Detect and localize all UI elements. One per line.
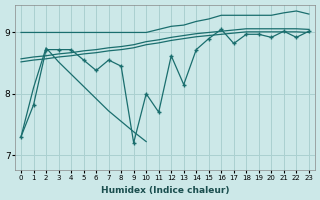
X-axis label: Humidex (Indice chaleur): Humidex (Indice chaleur) [101, 186, 229, 195]
